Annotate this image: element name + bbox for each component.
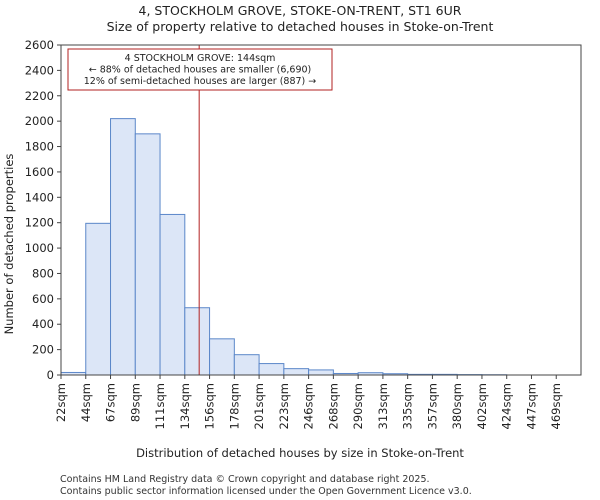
chart-subtitle: Size of property relative to detached ho… (107, 19, 494, 34)
footer-line-2: Contains public sector information licen… (60, 486, 472, 497)
bars-group (60, 118, 508, 376)
x-tick-label: 447sqm (524, 383, 538, 429)
x-tick-label: 313sqm (376, 383, 390, 429)
y-tick-label: 2000 (25, 114, 54, 128)
bar-44sqm (85, 222, 112, 376)
bar-111sqm (159, 213, 186, 376)
y-tick-label: 0 (47, 368, 54, 382)
bar-67sqm (110, 118, 136, 376)
y-tick-label: 2200 (25, 89, 54, 103)
x-axis: 22sqm 44sqm 67sqm 89sqm 111sqm 134sqm 156sqm 17… (54, 375, 563, 429)
bar-201sqm (258, 363, 285, 376)
x-tick-label: 89sqm (128, 383, 142, 422)
chart-title: 4, STOCKHOLM GROVE, STOKE-ON-TRENT, ST1 … (139, 3, 462, 18)
x-tick-label: 156sqm (203, 383, 217, 429)
bar-246sqm (308, 369, 334, 376)
y-tick-label: 800 (32, 266, 54, 280)
y-tick-label: 400 (32, 317, 54, 331)
bar-89sqm (134, 133, 161, 376)
x-tick-label: 134sqm (178, 383, 192, 429)
y-tick-label: 2600 (25, 38, 54, 52)
bar-134sqm (184, 307, 211, 376)
x-tick-label: 424sqm (500, 383, 514, 429)
annotation-box (67, 48, 333, 91)
x-tick-label: 290sqm (351, 383, 365, 429)
x-tick-label: 469sqm (549, 383, 563, 429)
x-tick-label: 178sqm (227, 383, 241, 429)
y-tick-label: 1800 (25, 140, 54, 154)
x-tick-label: 335sqm (401, 383, 415, 429)
x-tick-label: 22sqm (54, 383, 68, 422)
x-tick-label: 357sqm (425, 383, 439, 429)
y-axis-label: Number of detached properties (2, 154, 16, 335)
x-tick-label: 44sqm (79, 383, 93, 422)
bar-178sqm (233, 354, 260, 376)
x-axis-label: Distribution of detached houses by size … (136, 446, 464, 460)
y-tick-label: 1000 (25, 241, 54, 255)
x-tick-label: 223sqm (277, 383, 291, 429)
x-tick-label: 111sqm (153, 383, 167, 429)
y-tick-label: 1400 (25, 190, 54, 204)
y-tick-label: 2400 (25, 63, 54, 77)
x-tick-label: 201sqm (252, 383, 266, 429)
y-tick-label: 200 (32, 343, 54, 357)
annotation-line-3: 12% of semi-detached houses are larger (… (84, 76, 317, 87)
annotation-line-1: 4 STOCKHOLM GROVE: 144sqm (125, 53, 276, 64)
y-tick-label: 600 (32, 292, 54, 306)
x-tick-label: 380sqm (450, 383, 464, 429)
x-tick-label: 402sqm (475, 383, 489, 429)
bar-223sqm (283, 368, 310, 376)
x-tick-label: 246sqm (302, 383, 316, 429)
y-tick-label: 1600 (25, 165, 54, 179)
x-tick-label: 67sqm (104, 383, 118, 422)
annotation-line-2: ← 88% of detached houses are smaller (6,… (89, 65, 312, 76)
y-tick-label: 1200 (25, 216, 54, 230)
plot-frame (60, 44, 582, 376)
x-tick-label: 268sqm (326, 383, 340, 429)
bar-156sqm (209, 338, 235, 376)
footer-line-1: Contains HM Land Registry data © Crown c… (60, 474, 430, 485)
y-axis: 0 200 400 600 800 1000 1200 1400 1600 1800 2000 220… (25, 38, 61, 382)
property-marker: 4 STOCKHOLM GROVE: 144sqm← 88% of detach… (67, 45, 333, 375)
